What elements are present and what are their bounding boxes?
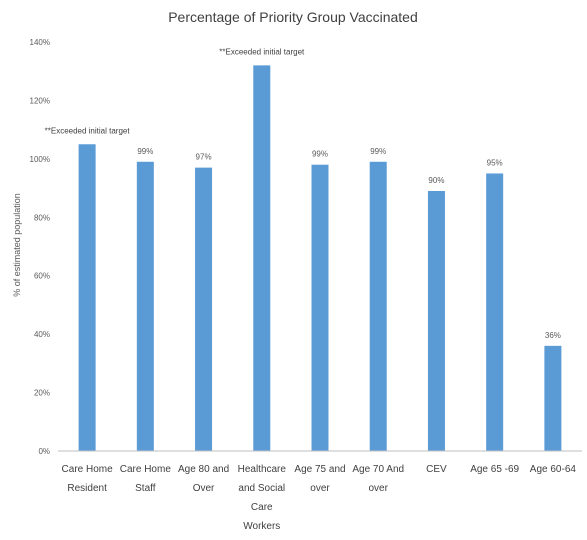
bar: [369, 161, 387, 451]
y-tick-label: 120%: [30, 96, 50, 105]
category-label: Age 80 and Over: [178, 464, 229, 494]
bar: [253, 65, 271, 451]
chart-title: Percentage of Priority Group Vaccinated: [168, 9, 418, 25]
data-label: 99%: [137, 147, 153, 156]
y-tick-label: 100%: [30, 155, 50, 164]
data-label: 99%: [370, 147, 386, 156]
data-label: 99%: [312, 150, 328, 159]
category-label: Age 75 and over: [294, 464, 345, 494]
category-label: Age 70 And over: [352, 464, 404, 494]
data-label: 36%: [545, 331, 561, 340]
category-label: Healthcare and Social Care Workers: [238, 464, 287, 532]
y-tick-label: 20%: [34, 389, 50, 398]
annotation-label: **Exceeded initial target: [219, 47, 305, 56]
bar: [311, 164, 329, 451]
y-tick-label: 40%: [34, 330, 50, 339]
y-tick-label: 0%: [38, 447, 50, 456]
data-label: 90%: [428, 176, 444, 185]
y-tick-label: 80%: [34, 213, 50, 222]
category-label: Care Home Staff: [120, 464, 172, 494]
y-tick-labels: 0% 20% 40% 60% 80% 100% 120% 140%: [30, 38, 50, 456]
bar: [78, 144, 96, 451]
annotation-label: **Exceeded initial target: [45, 126, 131, 135]
y-tick-label: 60%: [34, 272, 50, 281]
data-label: 97%: [196, 153, 212, 162]
data-label: 95%: [487, 158, 503, 167]
bar: [486, 173, 504, 451]
bar: [195, 167, 213, 451]
y-axis-label: % of estimated population: [12, 193, 22, 297]
bars: [78, 65, 562, 451]
category-label: CEV: [426, 464, 447, 475]
category-label: Care Home Resident: [62, 464, 114, 494]
annotations: **Exceeded initial target **Exceeded init…: [45, 47, 305, 135]
bar: [544, 345, 562, 451]
y-tick-label: 140%: [30, 38, 50, 47]
category-label: Age 60-64: [530, 464, 577, 475]
bar: [427, 190, 445, 451]
category-label: Age 65 -69: [470, 464, 519, 475]
data-labels: 99% 97% 99% 99% 90% 95% 36%: [137, 147, 561, 340]
bar: [136, 161, 154, 451]
